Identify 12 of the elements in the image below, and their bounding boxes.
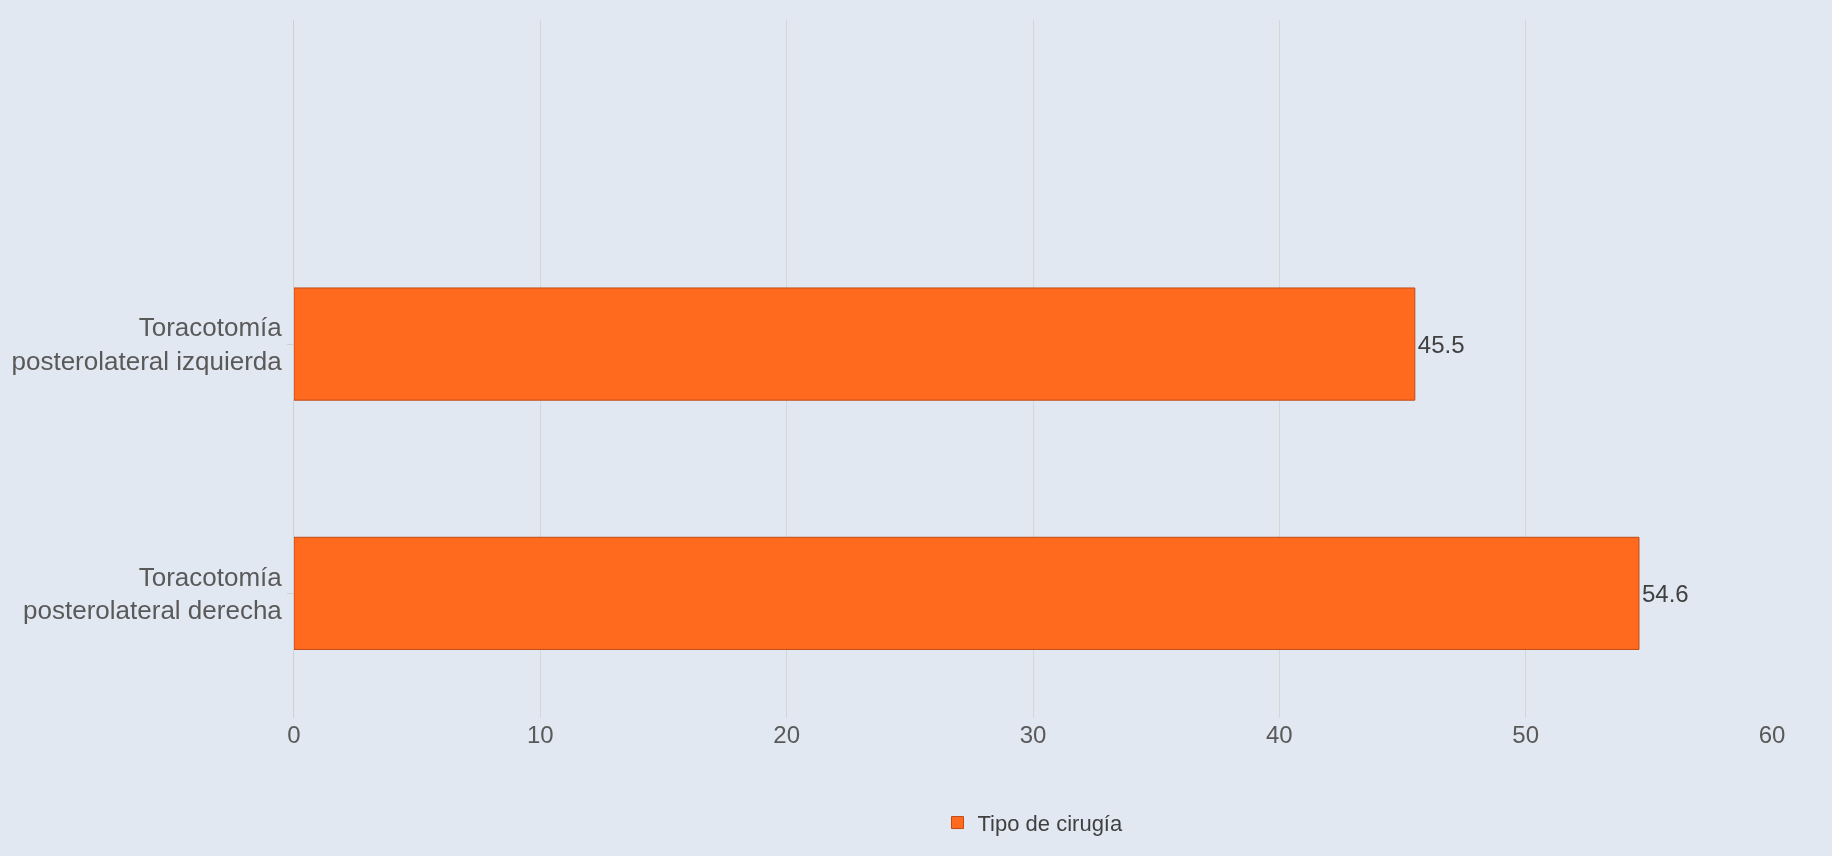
y-tick-label: Toracotomía posterolateral izquierda	[11, 312, 283, 377]
x-tick-label: 60	[1758, 721, 1786, 748]
y-tick-label: Toracotomía posterolateral derecha	[23, 561, 283, 626]
x-tick-label: 50	[1512, 721, 1540, 748]
x-tick-label: 40	[1265, 721, 1293, 748]
x-tick-label: 20	[773, 721, 801, 748]
x-tick-label: 30	[1019, 721, 1047, 748]
x-tick-label: 0	[287, 721, 301, 748]
data-label: 45.5	[1417, 330, 1465, 358]
legend-label: Tipo de cirugía	[977, 811, 1123, 837]
data-label: 54.6	[1641, 579, 1689, 607]
x-tick-label: 10	[526, 721, 554, 748]
